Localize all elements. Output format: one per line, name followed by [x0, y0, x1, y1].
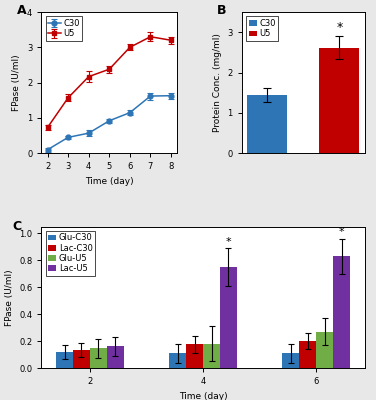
Y-axis label: FPase (U/ml): FPase (U/ml) [5, 269, 14, 326]
Text: *: * [339, 228, 344, 238]
Bar [107, 346, 124, 368]
Legend: C30, U5: C30, U5 [246, 16, 278, 41]
Bar [316, 332, 333, 368]
Legend: C30, U5: C30, U5 [45, 16, 82, 41]
X-axis label: Time (day): Time (day) [179, 392, 227, 400]
Text: *: * [226, 237, 231, 247]
Text: C: C [12, 220, 21, 233]
Y-axis label: FPase (U/ml): FPase (U/ml) [12, 54, 21, 111]
Y-axis label: Protein Conc. (mg/ml): Protein Conc. (mg/ml) [213, 33, 222, 132]
Bar [90, 348, 107, 368]
Bar [186, 344, 203, 368]
Bar [247, 95, 287, 153]
Bar [282, 353, 299, 368]
Bar [333, 256, 350, 368]
Bar [320, 48, 359, 153]
Bar [73, 350, 90, 368]
Text: A: A [17, 4, 27, 16]
Text: B: B [217, 4, 227, 16]
Bar [299, 341, 316, 368]
Bar [56, 352, 73, 368]
Bar [169, 353, 186, 368]
Bar [203, 344, 220, 368]
Legend: Glu-C30, Lac-C30, Glu-U5, Lac-U5: Glu-C30, Lac-C30, Glu-U5, Lac-U5 [45, 231, 95, 276]
Text: *: * [336, 21, 343, 34]
X-axis label: Time (day): Time (day) [85, 177, 133, 186]
Bar [220, 267, 237, 368]
